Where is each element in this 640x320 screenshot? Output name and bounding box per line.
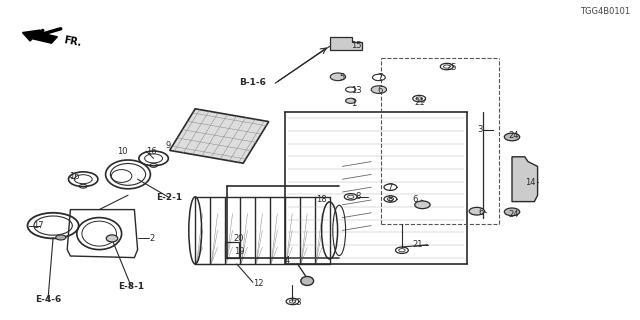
Circle shape xyxy=(371,86,387,93)
Text: 1: 1 xyxy=(351,99,356,108)
Circle shape xyxy=(504,208,520,216)
Text: 8: 8 xyxy=(387,195,392,204)
Text: 18: 18 xyxy=(316,196,327,204)
Circle shape xyxy=(56,235,66,240)
Text: 7: 7 xyxy=(378,73,383,82)
Text: 2: 2 xyxy=(149,234,154,243)
Text: 4: 4 xyxy=(285,256,290,265)
Text: 6: 6 xyxy=(413,196,418,204)
Ellipse shape xyxy=(106,235,118,242)
Ellipse shape xyxy=(301,276,314,285)
Text: 24: 24 xyxy=(509,132,519,140)
Bar xyxy=(225,242,239,258)
Text: 16: 16 xyxy=(146,147,157,156)
Circle shape xyxy=(469,207,484,215)
Text: E-2-1: E-2-1 xyxy=(157,193,182,202)
Text: 19: 19 xyxy=(234,247,244,256)
Text: 20: 20 xyxy=(234,234,244,243)
Text: E-4-6: E-4-6 xyxy=(35,295,61,304)
Text: 17: 17 xyxy=(33,221,44,230)
Text: FR.: FR. xyxy=(63,35,82,48)
Text: 3: 3 xyxy=(477,125,482,134)
FancyArrow shape xyxy=(22,30,58,43)
Text: TGG4B0101: TGG4B0101 xyxy=(580,7,630,16)
Text: 10: 10 xyxy=(117,147,127,156)
Polygon shape xyxy=(170,109,269,163)
Text: 21: 21 xyxy=(415,98,425,107)
Text: 9: 9 xyxy=(165,141,170,150)
Text: B-1-6: B-1-6 xyxy=(239,78,266,87)
Circle shape xyxy=(504,133,520,141)
Text: 16: 16 xyxy=(69,172,80,181)
Text: 23: 23 xyxy=(291,298,302,307)
Polygon shape xyxy=(512,157,538,202)
Text: 8: 8 xyxy=(355,192,360,201)
Text: 14: 14 xyxy=(525,178,535,187)
Text: 25: 25 xyxy=(447,63,457,72)
Text: 15: 15 xyxy=(351,41,361,50)
Text: 5: 5 xyxy=(339,73,344,82)
Text: E-8-1: E-8-1 xyxy=(118,282,144,291)
Polygon shape xyxy=(330,37,362,50)
Text: 7: 7 xyxy=(387,183,392,192)
Text: 24: 24 xyxy=(509,210,519,219)
Text: 12: 12 xyxy=(253,279,263,288)
Text: 13: 13 xyxy=(351,86,362,95)
Text: 6: 6 xyxy=(378,86,383,95)
Circle shape xyxy=(346,98,356,103)
Text: 21: 21 xyxy=(413,240,423,249)
Text: 6: 6 xyxy=(479,208,484,217)
Circle shape xyxy=(415,201,430,209)
Circle shape xyxy=(330,73,346,81)
